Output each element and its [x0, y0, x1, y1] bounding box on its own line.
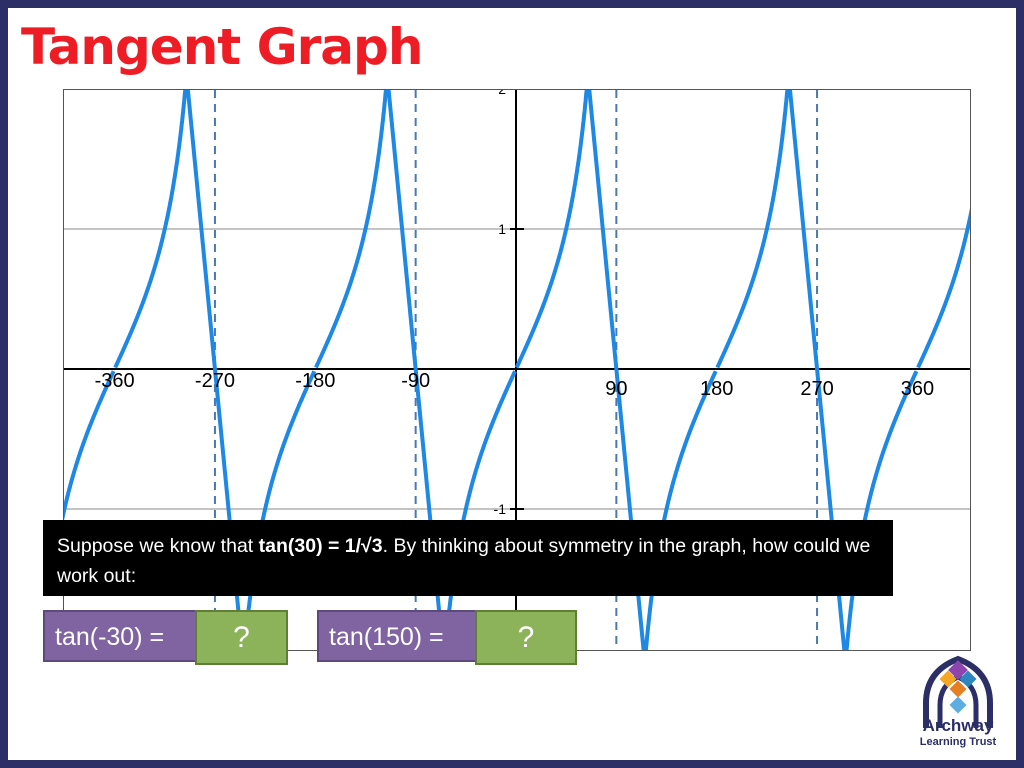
x-tick-label: 270 — [800, 378, 834, 400]
x-tick-label: 180 — [700, 378, 734, 400]
tangent-curve-branch — [916, 207, 970, 369]
x-tick-label: -180 — [295, 370, 336, 392]
tangent-curve-branch — [113, 90, 317, 650]
prompt-text-before: Suppose we know that — [57, 535, 259, 557]
y-tick-label: 2 — [498, 90, 506, 97]
x-tick-label: 90 — [605, 378, 628, 400]
question-label: tan(-30) = — [55, 623, 165, 651]
question-prompt: Suppose we know that tan(30) = 1/√3. By … — [43, 520, 893, 596]
tangent-curve-branch — [514, 90, 718, 650]
logo-name: Archway — [922, 716, 994, 735]
x-tick-label: -270 — [194, 370, 235, 392]
slide-title: Tangent Graph — [21, 18, 423, 76]
answer-box-tan-minus-30[interactable]: ? — [195, 610, 288, 665]
prompt-bold-fact: tan(30) = 1/√3 — [258, 535, 383, 557]
tangent-curve-branch — [64, 370, 116, 521]
y-tick-label: -1 — [494, 501, 507, 517]
x-tick-label: -90 — [401, 370, 431, 392]
slide: Tangent Graph 2 1 -1 -360 -270 -180 -90 90 180 2… — [8, 8, 1016, 760]
x-tick-label: -360 — [94, 370, 135, 392]
tangent-curve-branch — [715, 90, 919, 650]
tangent-curve-branch — [314, 90, 517, 650]
archway-logo-icon — [923, 655, 993, 728]
question-tan-minus-30: tan(-30) = — [43, 610, 203, 662]
x-tick-label: 360 — [900, 378, 935, 400]
prompt-text-after: . By thinking about symmetry in the grap… — [57, 535, 871, 587]
logo-subtitle: Learning Trust — [919, 736, 997, 748]
y-tick-label: 1 — [498, 221, 506, 237]
question-label: tan(150) = — [329, 623, 444, 651]
question-tan-150: tan(150) = — [317, 610, 487, 662]
answer-box-tan-150[interactable]: ? — [475, 610, 577, 665]
